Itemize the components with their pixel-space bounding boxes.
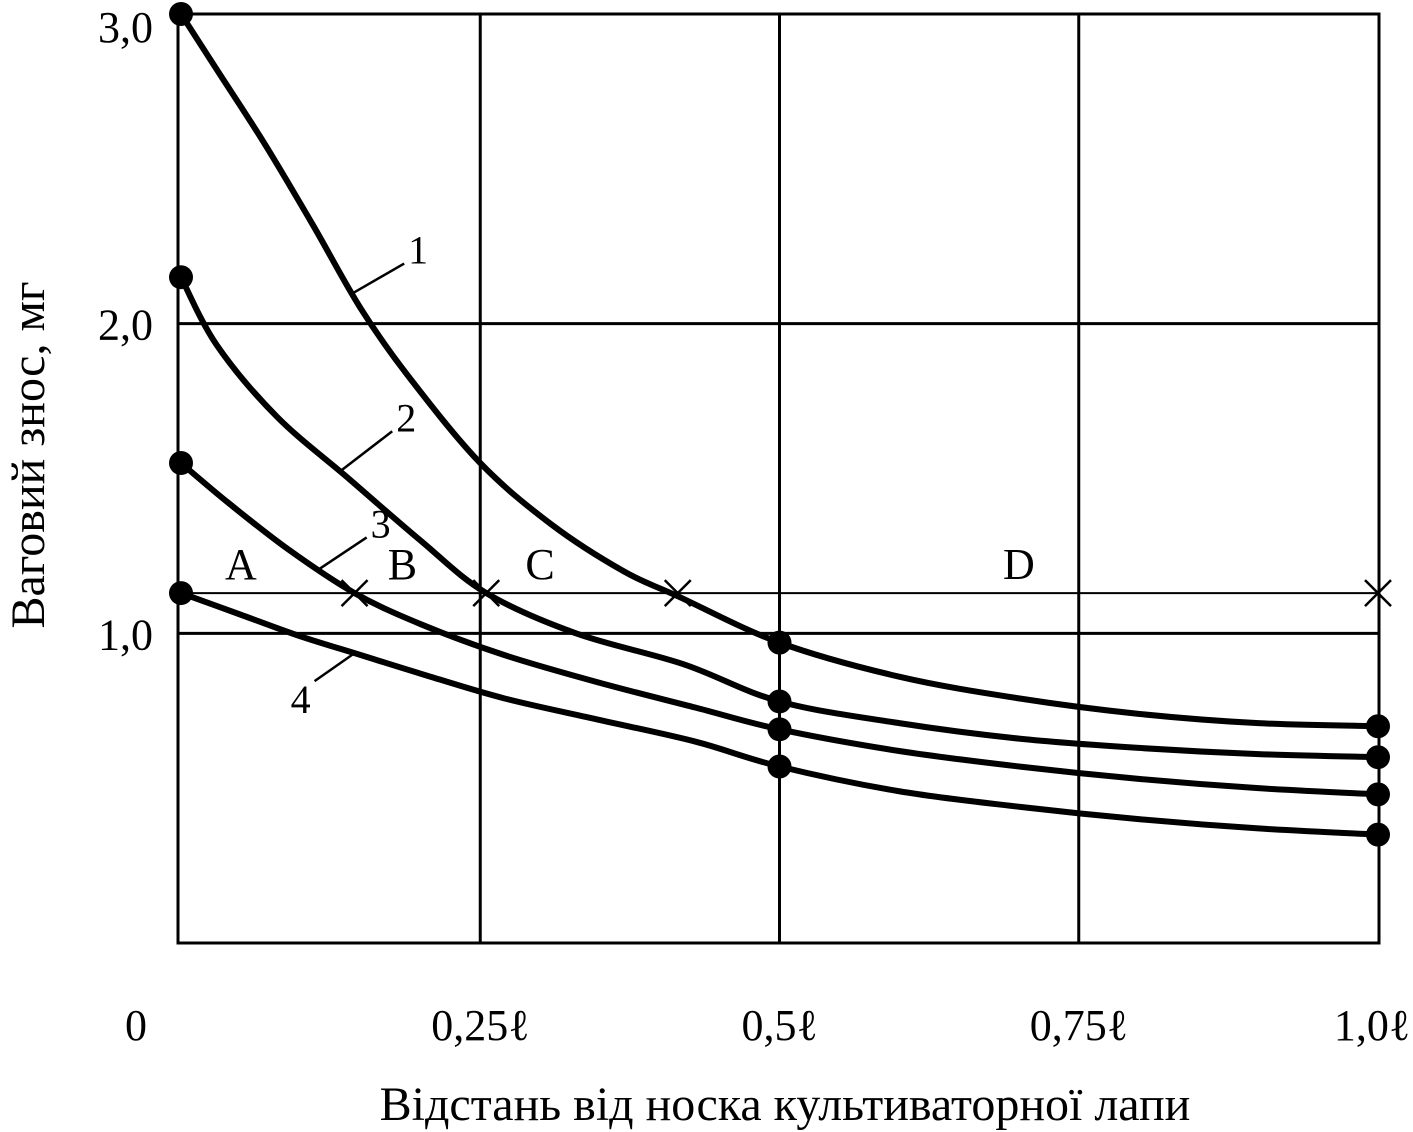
zone-label: C xyxy=(525,540,554,589)
data-point xyxy=(1366,745,1390,770)
x-tick-label: 0,5ℓ xyxy=(741,1001,817,1050)
curve-label-leader xyxy=(339,430,393,473)
data-point xyxy=(1366,714,1390,739)
y-axis-title: Ваговий знос, мг xyxy=(2,281,55,628)
series-line-1 xyxy=(178,11,1381,730)
reference-cross-mark xyxy=(1364,579,1392,607)
x-axis-title: Відстань від носка культиваторної лапи xyxy=(380,1078,1191,1131)
data-point xyxy=(767,689,792,714)
reference-line-group: A B C D xyxy=(178,540,1392,607)
series-line-3 xyxy=(178,460,1381,798)
data-point xyxy=(767,630,792,655)
zone-label: D xyxy=(1003,540,1035,589)
chart-grid xyxy=(176,12,1381,945)
data-point xyxy=(1366,782,1390,807)
series-line-2 xyxy=(178,274,1381,761)
x-tick-label: 0,75ℓ xyxy=(1030,1001,1128,1050)
y-tick-label: 2,0 xyxy=(98,301,153,350)
data-point xyxy=(169,451,193,476)
y-tick-label: 1,0 xyxy=(98,610,153,659)
curve-label-leader xyxy=(317,536,368,571)
x-tick-label: 0 xyxy=(125,1001,147,1050)
data-point xyxy=(767,754,792,779)
data-point xyxy=(169,2,193,26)
tick-labels: 0 0,25ℓ 0,5ℓ 0,75ℓ 1,0ℓ 1,0 2,0 3,0 xyxy=(98,3,1410,1050)
y-tick-label: 3,0 xyxy=(98,3,153,52)
curve-label: 3 xyxy=(371,501,391,546)
curve-label: 2 xyxy=(396,395,416,440)
curve-label: 4 xyxy=(291,677,311,722)
curve-labels: 1 2 3 4 xyxy=(291,228,429,723)
series-lines xyxy=(178,11,1381,838)
zone-label: A xyxy=(225,540,257,589)
zone-label: B xyxy=(388,540,417,589)
curve-label-leader xyxy=(313,652,356,683)
data-point xyxy=(1366,822,1390,847)
data-point xyxy=(169,265,193,290)
series-markers xyxy=(169,2,1390,847)
curve-label: 1 xyxy=(408,228,428,273)
x-tick-label: 1,0ℓ xyxy=(1334,1001,1410,1050)
data-point xyxy=(169,581,193,606)
data-point xyxy=(767,717,792,742)
series-line-4 xyxy=(178,590,1381,838)
curve-label-leader xyxy=(351,262,405,295)
x-tick-label: 0,25ℓ xyxy=(431,1001,529,1050)
